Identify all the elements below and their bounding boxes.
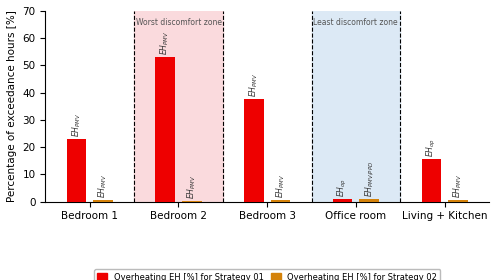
Text: $EH_{PMV/PPD}$: $EH_{PMV/PPD}$ bbox=[363, 161, 376, 197]
Text: $EH_{PMV}$: $EH_{PMV}$ bbox=[70, 112, 82, 137]
Text: $EH_{PMV}$: $EH_{PMV}$ bbox=[186, 174, 198, 199]
Text: Worst discomfort zone: Worst discomfort zone bbox=[136, 18, 222, 27]
Legend: Overheating EH [%] for Strategy 01, Overheating EH [%] for Strategy 02: Overheating EH [%] for Strategy 01, Over… bbox=[94, 269, 441, 280]
Bar bbox=[312, 11, 400, 202]
Bar bbox=[333, 199, 352, 202]
Text: $EH_{op}$: $EH_{op}$ bbox=[425, 138, 438, 157]
Bar bbox=[134, 11, 223, 202]
Bar bbox=[94, 200, 113, 202]
Bar bbox=[244, 99, 264, 202]
Bar bbox=[182, 201, 202, 202]
Bar bbox=[66, 139, 86, 202]
Text: $EH_{PMV}$: $EH_{PMV}$ bbox=[97, 174, 110, 198]
Bar bbox=[156, 57, 175, 202]
Text: $EH_{PMV}$: $EH_{PMV}$ bbox=[452, 174, 464, 198]
Y-axis label: Percentage of exceedance hours [%]: Percentage of exceedance hours [%] bbox=[7, 10, 17, 202]
Bar bbox=[360, 199, 379, 202]
Text: Least discomfort zone: Least discomfort zone bbox=[314, 18, 398, 27]
Bar bbox=[271, 200, 290, 202]
Bar bbox=[422, 159, 441, 202]
Text: $EH_{PMV}$: $EH_{PMV}$ bbox=[159, 31, 172, 55]
Text: $EH_{PMV}$: $EH_{PMV}$ bbox=[274, 174, 287, 198]
Text: $EH_{PMV}$: $EH_{PMV}$ bbox=[248, 73, 260, 97]
Text: $EH_{op}$: $EH_{op}$ bbox=[336, 178, 349, 197]
Bar bbox=[448, 200, 468, 202]
